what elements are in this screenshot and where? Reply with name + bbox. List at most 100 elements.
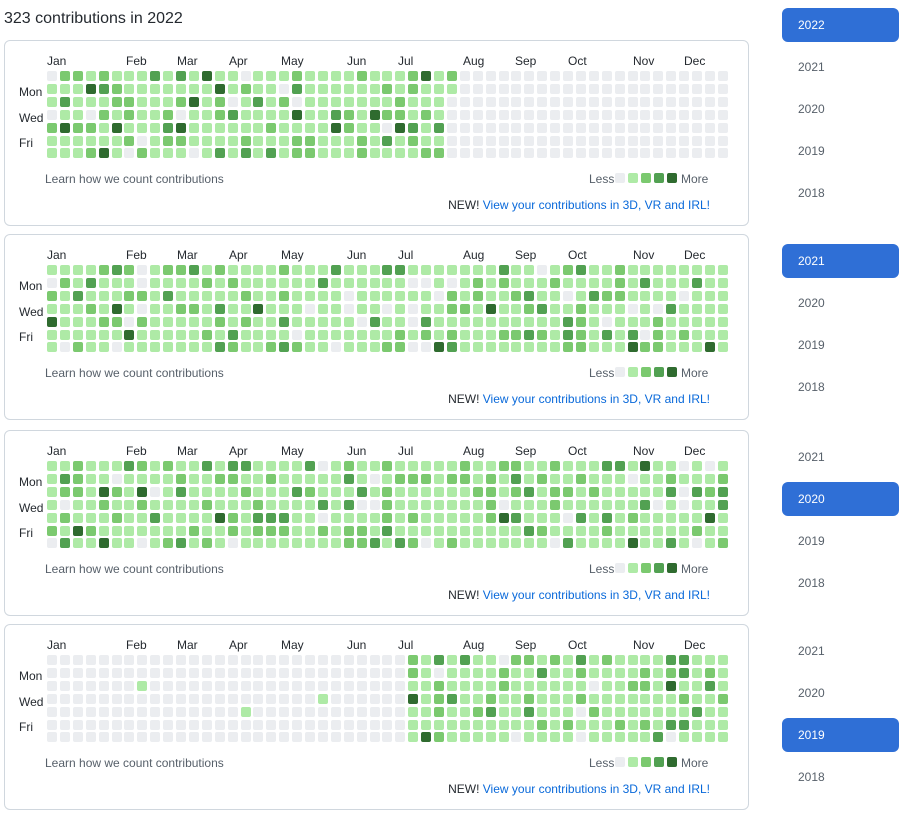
contribution-day[interactable] — [601, 316, 612, 327]
contribution-day[interactable] — [98, 512, 109, 523]
contribution-day[interactable] — [163, 290, 174, 301]
contribution-day[interactable] — [601, 290, 612, 301]
contribution-day[interactable] — [266, 109, 277, 120]
contribution-day[interactable] — [601, 667, 612, 678]
contribution-day[interactable] — [176, 525, 186, 536]
contribution-day[interactable] — [176, 693, 186, 704]
contribution-day[interactable] — [550, 290, 561, 301]
contribution-day[interactable] — [717, 303, 728, 314]
contribution-day[interactable] — [434, 329, 444, 340]
contribution-day[interactable] — [614, 277, 625, 288]
contribution-day[interactable] — [588, 667, 599, 678]
contribution-day[interactable] — [485, 329, 496, 340]
contribution-day[interactable] — [524, 342, 535, 353]
contribution-day[interactable] — [395, 486, 406, 497]
contribution-day[interactable] — [85, 109, 96, 120]
contribution-day[interactable] — [614, 706, 625, 717]
contribution-day[interactable] — [588, 316, 599, 327]
contribution-day[interactable] — [85, 342, 96, 353]
contribution-day[interactable] — [227, 473, 238, 484]
contribution-day[interactable] — [201, 265, 212, 275]
contribution-day[interactable] — [72, 680, 83, 691]
contribution-day[interactable] — [356, 135, 367, 146]
contribution-day[interactable] — [98, 499, 109, 510]
contribution-day[interactable] — [459, 277, 470, 288]
contribution-day[interactable] — [72, 486, 83, 497]
contribution-day[interactable] — [188, 342, 199, 353]
contribution-day[interactable] — [524, 486, 535, 497]
contribution-day[interactable] — [666, 83, 677, 94]
contribution-day[interactable] — [124, 461, 135, 471]
contribution-day[interactable] — [601, 148, 612, 159]
contribution-day[interactable] — [305, 122, 315, 133]
contribution-day[interactable] — [253, 655, 264, 665]
contribution-day[interactable] — [214, 277, 225, 288]
contribution-day[interactable] — [472, 680, 483, 691]
contribution-day[interactable] — [227, 486, 238, 497]
contribution-day[interactable] — [330, 512, 341, 523]
contribution-day[interactable] — [627, 83, 638, 94]
contribution-day[interactable] — [317, 135, 328, 146]
contribution-day[interactable] — [524, 135, 535, 146]
contribution-day[interactable] — [317, 512, 328, 523]
contribution-day[interactable] — [330, 71, 341, 81]
contribution-day[interactable] — [459, 499, 470, 510]
contribution-day[interactable] — [692, 96, 702, 107]
contribution-day[interactable] — [537, 461, 548, 471]
contribution-day[interactable] — [485, 135, 496, 146]
contribution-day[interactable] — [472, 122, 483, 133]
contribution-day[interactable] — [601, 342, 612, 353]
contribution-day[interactable] — [446, 290, 457, 301]
contribution-day[interactable] — [240, 265, 251, 275]
contribution-day[interactable] — [227, 693, 238, 704]
contribution-day[interactable] — [640, 667, 651, 678]
contribution-day[interactable] — [717, 732, 728, 743]
contribution-day[interactable] — [511, 499, 522, 510]
contribution-day[interactable] — [666, 655, 677, 665]
contribution-day[interactable] — [59, 290, 70, 301]
contribution-day[interactable] — [240, 706, 251, 717]
contribution-day[interactable] — [601, 135, 612, 146]
contribution-day[interactable] — [330, 499, 341, 510]
contribution-day[interactable] — [111, 719, 122, 730]
contribution-day[interactable] — [356, 303, 367, 314]
contribution-day[interactable] — [511, 473, 522, 484]
contribution-day[interactable] — [704, 719, 715, 730]
contribution-day[interactable] — [98, 538, 109, 549]
contribution-day[interactable] — [227, 680, 238, 691]
contribution-day[interactable] — [550, 719, 561, 730]
contribution-day[interactable] — [253, 525, 264, 536]
contribution-day[interactable] — [717, 512, 728, 523]
contribution-day[interactable] — [214, 109, 225, 120]
contribution-day[interactable] — [395, 329, 406, 340]
contribution-day[interactable] — [382, 461, 393, 471]
contribution-day[interactable] — [72, 719, 83, 730]
contribution-day[interactable] — [330, 719, 341, 730]
contribution-day[interactable] — [601, 473, 612, 484]
contribution-day[interactable] — [588, 342, 599, 353]
contribution-day[interactable] — [163, 83, 174, 94]
contribution-day[interactable] — [446, 680, 457, 691]
contribution-day[interactable] — [666, 512, 677, 523]
contribution-day[interactable] — [575, 329, 586, 340]
contribution-day[interactable] — [47, 680, 57, 691]
contribution-day[interactable] — [240, 71, 251, 81]
contribution-day[interactable] — [330, 290, 341, 301]
contribution-day[interactable] — [666, 122, 677, 133]
contribution-day[interactable] — [124, 732, 135, 743]
contribution-day[interactable] — [163, 71, 174, 81]
contribution-day[interactable] — [150, 655, 161, 665]
contribution-day[interactable] — [47, 83, 57, 94]
contribution-day[interactable] — [408, 96, 419, 107]
contribution-day[interactable] — [227, 71, 238, 81]
contribution-day[interactable] — [266, 303, 277, 314]
contribution-day[interactable] — [537, 265, 548, 275]
contribution-day[interactable] — [188, 706, 199, 717]
contribution-day[interactable] — [188, 122, 199, 133]
contribution-day[interactable] — [588, 706, 599, 717]
contribution-day[interactable] — [459, 148, 470, 159]
contribution-day[interactable] — [653, 148, 664, 159]
contribution-day[interactable] — [511, 486, 522, 497]
contribution-day[interactable] — [343, 265, 354, 275]
learn-how-we-count-link[interactable]: Learn how we count contributions — [45, 366, 224, 380]
